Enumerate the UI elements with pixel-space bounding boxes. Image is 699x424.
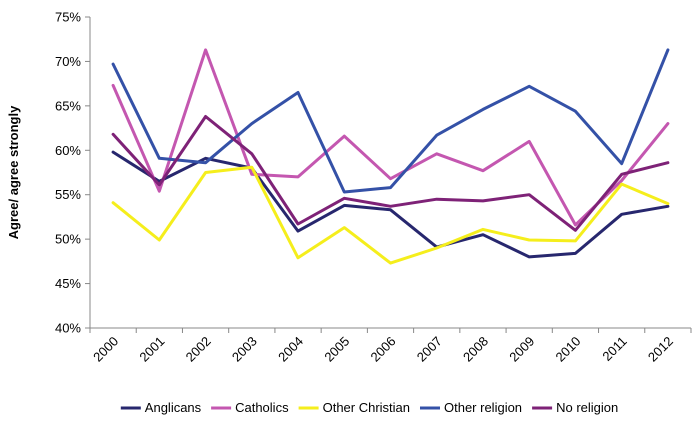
y-axis-ticks: 40% 45% 50% 55% 60% 65% 70% 75%	[55, 10, 90, 336]
y-tick-label: 45%	[55, 276, 81, 291]
series-lines	[111, 48, 670, 265]
y-tick-label: 70%	[55, 54, 81, 69]
x-tick-label: 2007	[414, 334, 445, 365]
series-line-anglicans	[111, 150, 670, 259]
y-tick-label: 65%	[55, 98, 81, 113]
x-tick-label: 2009	[506, 334, 537, 365]
legend-item: Anglicans	[120, 400, 202, 415]
series-line-other-religion	[111, 48, 670, 194]
legend-label: Other religion	[444, 400, 522, 415]
legend: Anglicans Catholics Other Christian Other r…	[120, 400, 618, 415]
series-line-other-christian	[111, 165, 670, 265]
y-axis-title: Agree/ agree strongly	[6, 105, 21, 239]
x-tick-label: 2003	[229, 334, 260, 365]
legend-label: Catholics	[235, 400, 289, 415]
x-tick-label: 2011	[599, 334, 629, 364]
legend-label: Anglicans	[145, 400, 202, 415]
legend-item: No religion	[532, 400, 618, 415]
y-tick-label: 75%	[55, 10, 81, 25]
x-tick-label: 2005	[321, 334, 352, 365]
x-tick-label: 2006	[368, 334, 399, 365]
x-tick-label: 2002	[183, 334, 214, 365]
y-tick-label: 40%	[55, 321, 81, 336]
x-tick-label: 2012	[645, 334, 676, 365]
legend-item: Other religion	[420, 400, 522, 415]
y-tick-label: 50%	[55, 232, 81, 247]
legend-item: Other Christian	[298, 400, 410, 415]
x-tick-label: 2001	[136, 334, 167, 365]
x-tick-label: 2010	[552, 334, 583, 365]
x-tick-label: 2008	[460, 334, 491, 365]
series-line-catholics	[111, 48, 670, 227]
legend-label: No religion	[556, 400, 618, 415]
x-tick-label: 2000	[90, 334, 121, 365]
x-tick-label: 2004	[275, 334, 306, 365]
x-axis-ticks: 2000 2001 2002 2003 2004 2005 2006 2007 2008 2009…	[89, 328, 692, 365]
legend-item: Catholics	[211, 400, 289, 415]
series-line-no-religion	[111, 115, 670, 232]
y-tick-label: 55%	[55, 187, 81, 202]
legend-label: Other Christian	[323, 400, 410, 415]
y-tick-label: 60%	[55, 143, 81, 158]
